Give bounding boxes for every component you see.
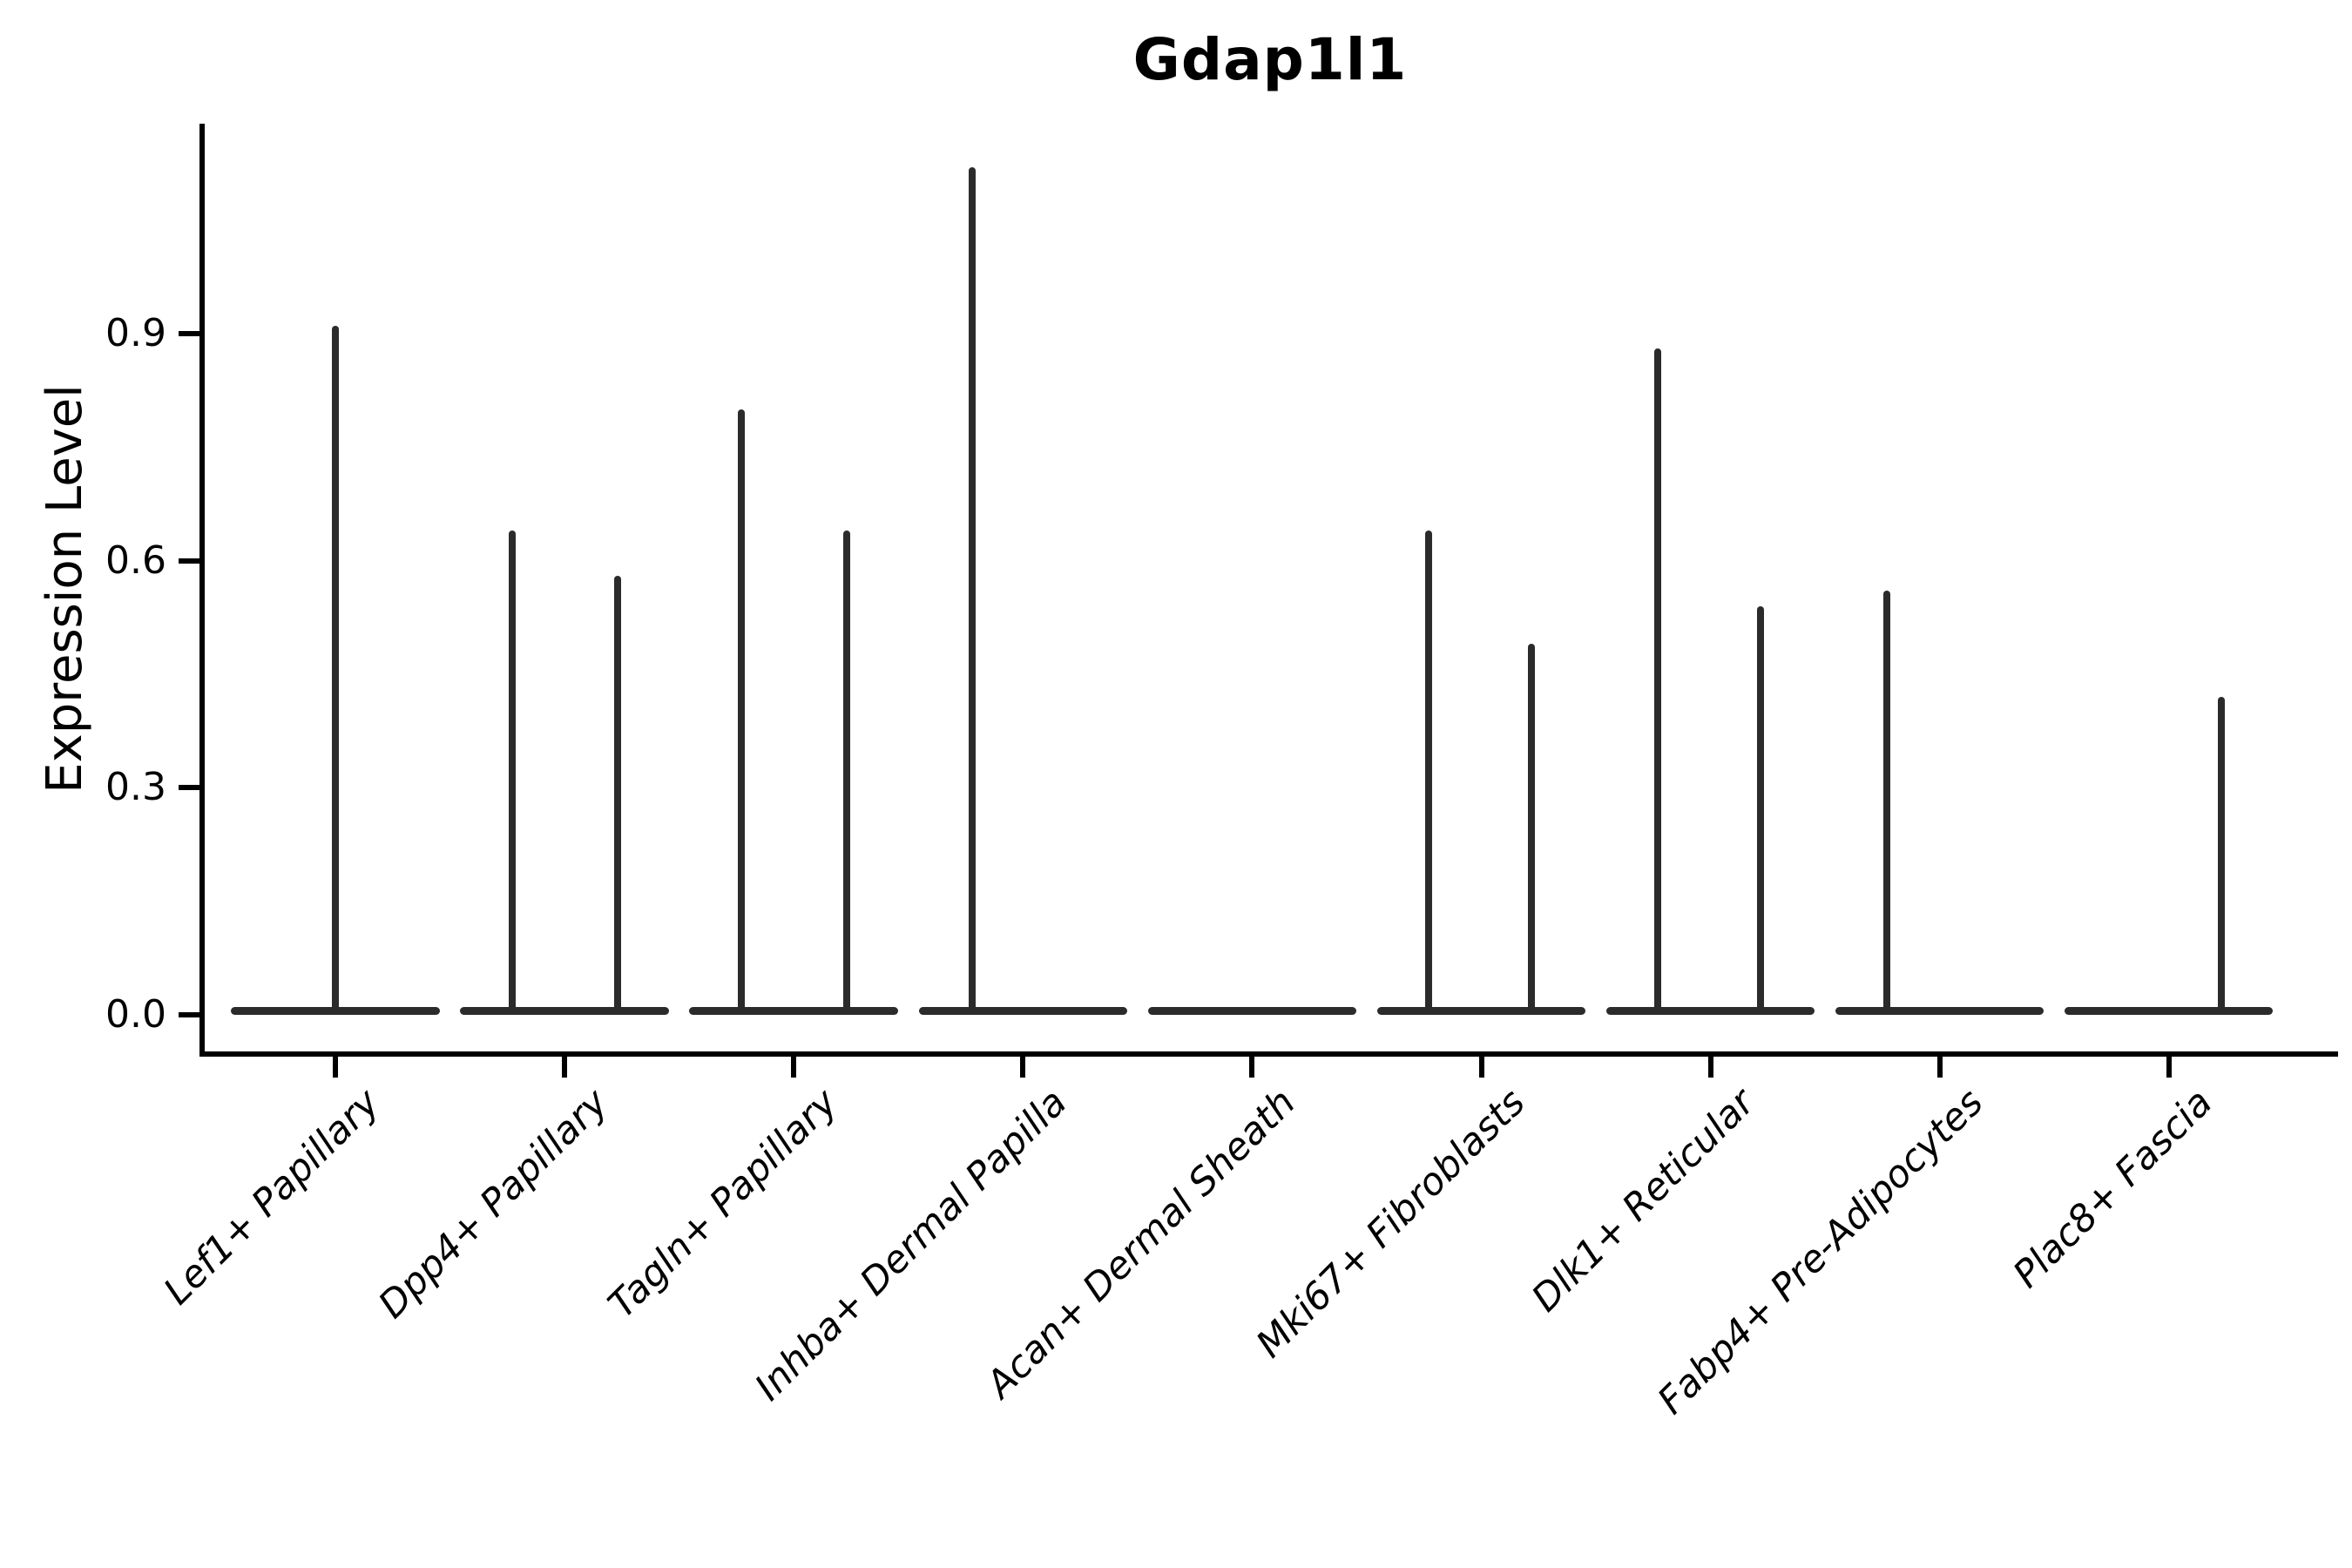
violin-density-spike [1424, 530, 1432, 1011]
y-tick-mark [179, 785, 199, 791]
x-tick-mark [333, 1057, 338, 1078]
violin-density-spike [1528, 644, 1536, 1011]
y-tick-mark [179, 1012, 199, 1017]
x-tick-mark [1936, 1057, 1943, 1078]
violin-baseline [1376, 1007, 1586, 1015]
chart-title: Gdap1l1 [1132, 26, 1408, 93]
y-tick-label: 0.3 [105, 765, 166, 810]
violin-baseline [1147, 1007, 1357, 1015]
violin-density-spike [1757, 605, 1765, 1011]
x-tick-mark [1020, 1057, 1026, 1078]
x-tick-label: Lef1+ Papillary [155, 1080, 389, 1314]
y-tick-mark [179, 330, 199, 336]
violin-density-spike [508, 530, 516, 1011]
violin-density-spike [969, 166, 977, 1011]
x-tick-mark [1478, 1057, 1484, 1078]
violin-density-spike [2218, 697, 2226, 1011]
violin-density-spike [842, 530, 850, 1011]
violin-baseline [1605, 1007, 1815, 1015]
violin-density-spike [332, 326, 339, 1011]
y-tick-mark [179, 558, 199, 564]
violin-baseline [1835, 1007, 2044, 1015]
y-tick-label: 0.6 [105, 537, 166, 583]
violin-baseline [689, 1007, 898, 1015]
x-tick-label: Dpp4+ Papillary [370, 1080, 618, 1328]
violin-baseline [918, 1007, 1127, 1015]
x-tick-mark [1707, 1057, 1713, 1078]
y-tick-label: 0.9 [105, 310, 166, 355]
x-tick-mark [791, 1057, 797, 1078]
violin-density-spike [613, 575, 621, 1011]
violin-baseline [460, 1007, 669, 1015]
x-tick-label: Plac8+ Fascia [2005, 1080, 2221, 1297]
x-tick-mark [1249, 1057, 1255, 1078]
x-tick-label: Tagln+ Papillary [599, 1080, 847, 1327]
violin-density-spike [1654, 348, 1662, 1011]
x-tick-label: Dlk1+ Reticular [1523, 1080, 1763, 1321]
violin-density-spike [1883, 591, 1891, 1011]
x-tick-mark [562, 1057, 568, 1078]
violin-baseline [2065, 1007, 2274, 1015]
y-axis-spine [199, 124, 205, 1057]
y-tick-label: 0.0 [105, 992, 166, 1037]
x-axis-spine [199, 1051, 2338, 1057]
y-axis-label-text: Expression Level [37, 384, 93, 794]
x-tick-mark [2166, 1057, 2172, 1078]
violin-density-spike [737, 409, 745, 1011]
